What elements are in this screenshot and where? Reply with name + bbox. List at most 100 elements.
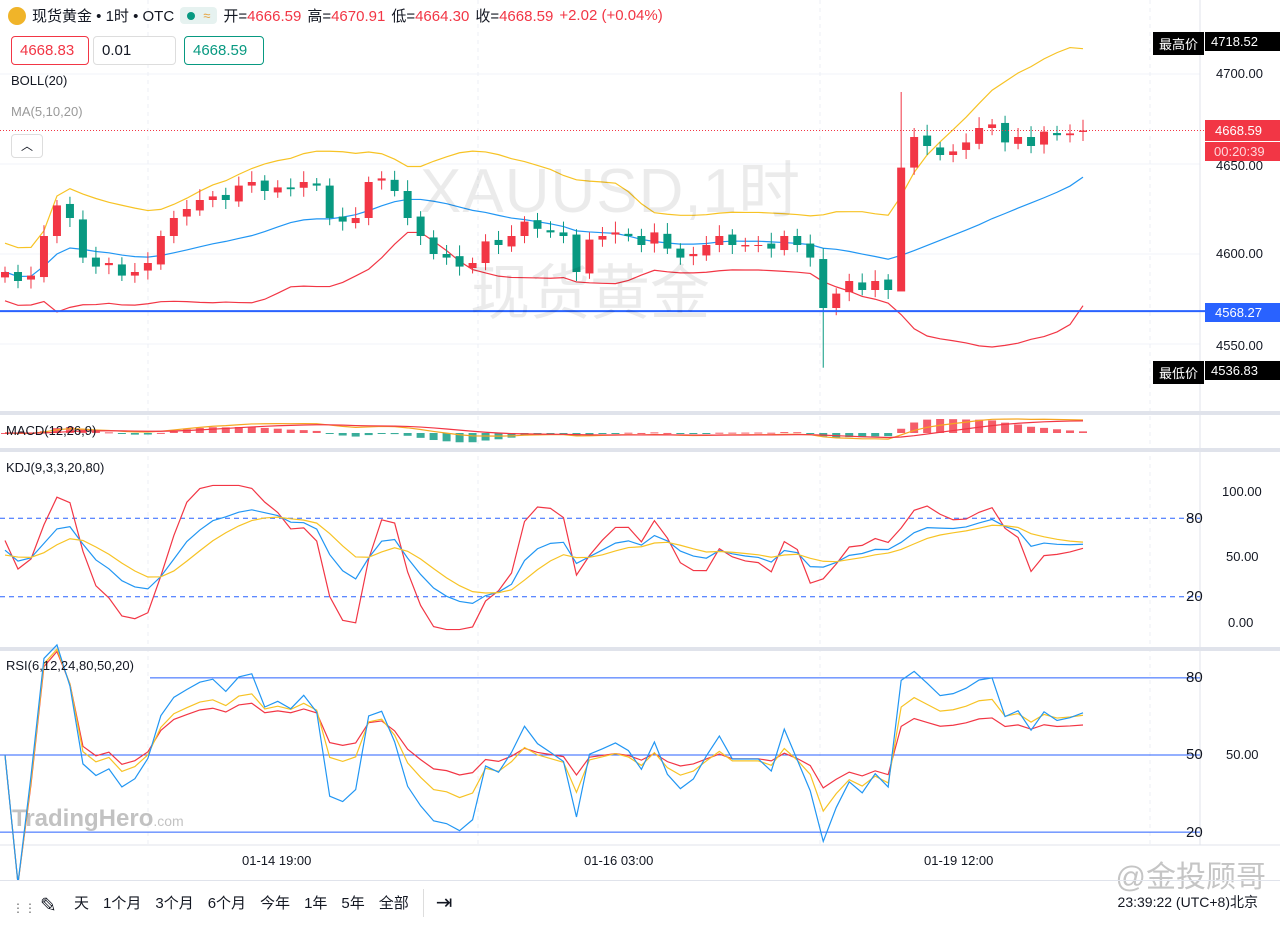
candle-body — [325, 185, 334, 218]
open-value: 4666.59 — [247, 8, 302, 25]
candle-body — [624, 233, 633, 236]
candle-body — [975, 128, 984, 144]
collapse-legend-button[interactable]: ︿ — [11, 134, 43, 158]
clock[interactable]: 23:39:22 (UTC+8)北京 — [1117, 894, 1258, 910]
range-ytd[interactable]: 今年 — [260, 895, 291, 912]
status-badges: ≈ — [180, 7, 218, 24]
boll-legend[interactable]: BOLL(20) — [11, 73, 68, 88]
macd-histogram-bar — [1066, 430, 1075, 433]
range-3m[interactable]: 3个月 — [155, 895, 194, 912]
draw-pen-icon[interactable]: ✎ — [40, 894, 57, 917]
macd-histogram-bar — [130, 433, 139, 435]
macd-histogram-bar — [52, 428, 61, 433]
date-range-icon[interactable]: ⇥ — [435, 892, 453, 914]
macd-histogram-bar — [1040, 427, 1049, 433]
kdj-tick: 50.00 — [1226, 549, 1259, 564]
symbol-title[interactable]: 现货黄金 • 1时 • OTC — [32, 8, 175, 25]
kdj-legend[interactable]: KDJ(9,3,3,20,80) — [6, 460, 105, 475]
candle-body — [260, 180, 269, 191]
candle-body — [884, 279, 893, 290]
range-1m[interactable]: 1个月 — [103, 895, 142, 912]
macd-histogram-bar — [676, 433, 685, 434]
candle-body — [91, 257, 100, 267]
macd-histogram-bar — [208, 427, 217, 433]
range-1y[interactable]: 1年 — [304, 895, 328, 912]
candle-body — [455, 256, 464, 267]
macd-histogram-bar — [715, 432, 724, 434]
macd-histogram-bar — [689, 433, 698, 435]
candle-body — [208, 196, 217, 200]
drawing-tools[interactable]: ⋮⋮ ✎ — [0, 881, 78, 925]
candle-body — [416, 216, 425, 236]
macd-histogram-bar — [754, 432, 763, 434]
rsi-24-line — [4, 650, 1084, 880]
candle-body — [1027, 137, 1036, 146]
buy-button[interactable]: 4668.59 — [184, 36, 264, 65]
macd-histogram-bar — [884, 433, 893, 437]
sell-button[interactable]: 4668.83 — [11, 36, 89, 65]
low-price-label: 最低价 — [1153, 361, 1205, 384]
candle-body — [130, 272, 139, 276]
ma-legend[interactable]: MA(5,10,20) — [11, 104, 83, 119]
candle-body — [793, 236, 802, 245]
candle-body — [442, 254, 451, 258]
macd-histogram-bar — [442, 433, 451, 442]
time-tick: 01-16 03:00 — [584, 853, 654, 868]
candle-body — [143, 263, 152, 271]
macd-histogram-bar — [559, 433, 568, 434]
chart-canvas[interactable] — [0, 0, 1280, 880]
candle-body — [182, 209, 191, 217]
candle-body — [728, 234, 737, 245]
range-1d[interactable]: 天 — [74, 895, 90, 912]
range-5y[interactable]: 5年 — [341, 895, 365, 912]
range-6m[interactable]: 6个月 — [207, 895, 247, 912]
macd-histogram-bar — [416, 433, 425, 438]
macd-histogram-bar — [1079, 431, 1087, 433]
candle-body — [1066, 133, 1075, 136]
price-tick: 4650.00 — [1216, 158, 1263, 173]
drag-handle-icon[interactable]: ⋮⋮ — [12, 900, 36, 915]
tradinghero-logo: TradingHero.com — [12, 805, 184, 832]
macd-histogram-bar — [793, 432, 802, 434]
candle-body — [923, 135, 932, 146]
macd-histogram-bar — [650, 432, 659, 434]
macd-histogram-bar — [624, 432, 633, 434]
rsi-lower-label: 20 — [1186, 824, 1203, 841]
candle-body — [754, 245, 763, 246]
range-all[interactable]: 全部 — [378, 895, 409, 912]
high-label: 高= — [307, 8, 332, 25]
wave-icon: ≈ — [203, 8, 211, 23]
macd-histogram-bar — [364, 433, 373, 436]
candle-body — [273, 187, 282, 193]
macd-histogram-bar — [1053, 429, 1062, 433]
candle-body — [39, 236, 48, 278]
rsi-tick: 50.00 — [1226, 747, 1259, 762]
rsi-6-line — [4, 643, 1084, 880]
macd-histogram-bar — [936, 419, 945, 433]
toolbar-divider — [422, 888, 424, 917]
kdj-lower-label: 20 — [1186, 588, 1203, 605]
macd-histogram-bar — [663, 432, 672, 434]
quantity-input[interactable]: 0.01 — [93, 36, 176, 65]
macd-histogram-bar — [455, 433, 464, 443]
candle-body — [949, 151, 958, 155]
candle-body — [1014, 137, 1023, 144]
candle-body — [481, 241, 490, 263]
macd-legend[interactable]: MACD(12,26,9) — [6, 423, 97, 438]
candle-body — [520, 221, 529, 236]
candle-body — [741, 245, 750, 247]
rsi-legend[interactable]: RSI(6,12,24,80,50,20) — [6, 658, 134, 673]
macd-histogram-bar — [91, 431, 100, 433]
macd-histogram-bar — [767, 432, 776, 434]
macd-histogram-bar — [247, 426, 256, 433]
candle-body — [832, 293, 841, 308]
candle-body — [1053, 133, 1062, 136]
candle-body — [806, 243, 815, 258]
watermark-symbol: XAUUSD,1时 — [420, 157, 802, 226]
candle-body — [338, 216, 347, 222]
macd-histogram-bar — [910, 422, 919, 433]
candle-body — [429, 237, 438, 254]
price-tick: 4550.00 — [1216, 338, 1263, 353]
candle-body — [364, 182, 373, 218]
hline-price-tag[interactable]: 4568.27 — [1205, 303, 1280, 322]
